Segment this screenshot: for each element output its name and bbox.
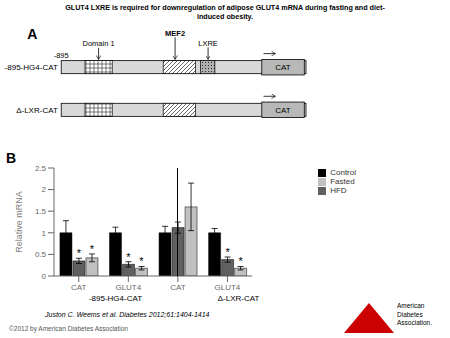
svg-text:CAT: CAT: [71, 283, 87, 292]
svg-text:-895: -895: [54, 51, 69, 60]
svg-text:GLUT4: GLUT4: [215, 283, 241, 292]
html-text:Juston C. Weems et al. Diabete: Juston C. Weems et al. Diabetes 2012;61:…: [45, 311, 210, 318]
svg-text:-895-HG4-CAT: -895-HG4-CAT: [8, 63, 58, 72]
html-text:HFD: HFD: [330, 186, 347, 195]
html-text:-895-HG4-CAT: -895-HG4-CAT: [88, 294, 143, 303]
svg-text:1.5: 1.5: [35, 207, 47, 216]
svg-text:*: *: [90, 243, 95, 255]
svg-text:*: *: [225, 246, 230, 258]
svg-text:CAT: CAT: [275, 63, 291, 72]
html-text:Association.: Association.: [397, 319, 432, 326]
html-text:Control: Control: [330, 168, 356, 177]
html-text:American: American: [397, 302, 425, 309]
svg-text:CAT: CAT: [170, 283, 186, 292]
svg-text:Domain 1: Domain 1: [83, 39, 115, 48]
svg-text:0: 0: [42, 272, 47, 281]
svg-text:MEF2: MEF2: [165, 29, 185, 38]
svg-text:LXRE: LXRE: [198, 39, 218, 48]
html-text:Diabetes: Diabetes: [397, 310, 423, 318]
svg-text:1: 1: [42, 229, 47, 238]
svg-text:*: *: [238, 255, 243, 267]
svg-text:A: A: [27, 26, 37, 42]
html-text:Δ-LXR-CAT: Δ-LXR-CAT: [217, 294, 260, 303]
svg-text:GLUT4: GLUT4: [115, 283, 141, 292]
svg-text:2.5: 2.5: [35, 164, 47, 173]
html-text:©2012 by American Diabetes Ass: ©2012 by American Diabetes Association: [9, 325, 128, 332]
svg-text:*: *: [139, 255, 144, 267]
html-text:Fasted: Fasted: [330, 177, 355, 186]
svg-text:CAT: CAT: [275, 106, 291, 115]
svg-text:2: 2: [42, 185, 47, 194]
html-text:induced obesity.: induced obesity.: [196, 12, 254, 21]
svg-text:Δ-LXR-CAT: Δ-LXR-CAT: [16, 106, 58, 115]
svg-text:0.5: 0.5: [35, 250, 47, 259]
svg-text:*: *: [126, 251, 131, 263]
html-text:GLUT4 LXRE is required for dow: GLUT4 LXRE is required for downregulatio…: [65, 3, 385, 12]
svg-text:Relative mRNA: Relative mRNA: [14, 191, 24, 253]
html-text:B: B: [6, 150, 17, 166]
svg-text:*: *: [77, 247, 82, 259]
